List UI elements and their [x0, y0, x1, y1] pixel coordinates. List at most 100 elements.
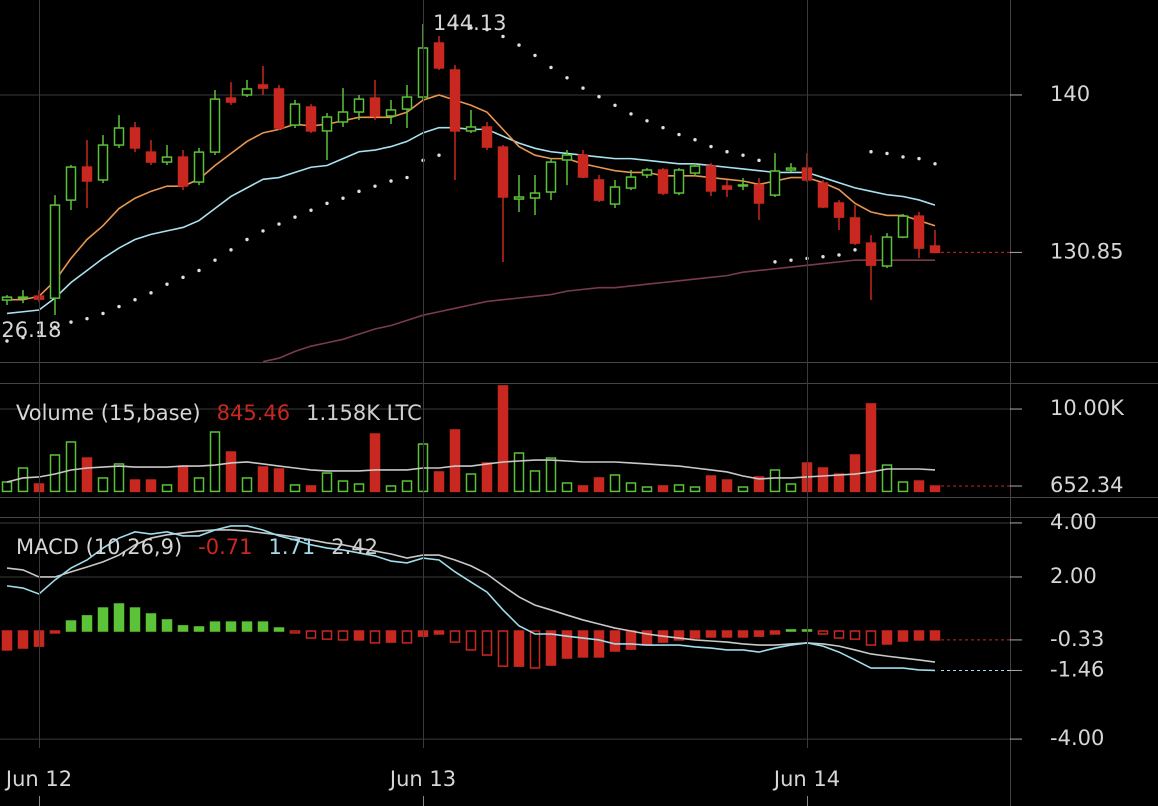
y-tick-label: 4.00	[1050, 510, 1097, 534]
histogram-bar	[97, 607, 109, 632]
sar-dot	[581, 86, 585, 90]
histogram-bar	[161, 619, 173, 632]
sar-dot	[661, 125, 665, 130]
histogram-bar	[449, 630, 461, 643]
y-tick-label: 2.00	[1050, 564, 1097, 588]
volume-bar	[465, 473, 477, 493]
volume-bar	[449, 429, 461, 493]
histogram-bar	[353, 630, 365, 641]
candle-body	[577, 154, 589, 178]
candle-body	[225, 97, 237, 103]
sar-dot	[885, 151, 889, 156]
candle-body	[337, 111, 349, 123]
volume-bar	[1, 481, 13, 493]
histogram-bar	[321, 630, 333, 640]
volume-bar	[17, 467, 29, 493]
readout: 2.42	[331, 535, 378, 559]
candle-body	[593, 179, 605, 201]
sar-dot	[821, 255, 825, 259]
volume-bar	[625, 482, 637, 493]
sar-dot	[133, 298, 137, 302]
candle-body	[273, 88, 285, 129]
candle-body	[353, 98, 365, 113]
sar-dot	[517, 43, 521, 47]
volume-bar	[225, 451, 237, 493]
histogram-bar	[897, 630, 909, 642]
candle-body	[257, 84, 269, 89]
readout: 1.158K LTC	[306, 401, 422, 425]
sar-dot	[485, 27, 489, 32]
sar-dot	[933, 162, 937, 166]
sar-dot	[773, 260, 777, 264]
sar-dot	[101, 311, 105, 316]
indicator-line	[6, 529, 936, 663]
candle-body	[721, 185, 733, 190]
candle-body	[321, 116, 333, 132]
candle-body	[305, 106, 317, 132]
volume-bar	[257, 466, 269, 493]
volume-bar	[529, 470, 541, 493]
sar-dot	[629, 112, 633, 116]
histogram-bar	[193, 626, 205, 632]
sar-dot	[501, 34, 505, 39]
sar-dot	[437, 153, 441, 157]
histogram-bar	[577, 630, 589, 658]
candle-body	[929, 245, 941, 254]
sar-dot	[341, 196, 345, 200]
volume-bar	[929, 485, 941, 493]
sar-dot	[709, 144, 713, 149]
macd-panel	[0, 522, 1010, 740]
candle-body	[689, 165, 701, 174]
sar-dot	[261, 229, 265, 233]
sar-dot	[293, 215, 297, 219]
candle-body	[289, 103, 301, 126]
sar-dot	[837, 253, 841, 257]
candle-body	[369, 97, 381, 117]
candle-body	[97, 144, 109, 181]
volume-bar	[833, 473, 845, 493]
histogram-bar	[113, 603, 125, 632]
histogram-bar	[913, 630, 925, 641]
volume-bar	[513, 452, 525, 493]
sar-dot	[597, 94, 601, 99]
volume-bar	[369, 433, 381, 493]
histogram-bar	[785, 629, 797, 632]
histogram-bar	[49, 630, 61, 634]
histogram-bar	[721, 630, 733, 638]
volume-bar	[753, 476, 765, 493]
sar-dot	[741, 153, 745, 157]
title-text: Volume (15,base)	[16, 401, 201, 425]
histogram-bar	[385, 630, 397, 643]
volume-bar	[161, 484, 173, 493]
volume-bar	[897, 481, 909, 493]
candle-body	[849, 217, 861, 244]
sar-dot	[677, 132, 681, 137]
volume-bar	[817, 467, 829, 493]
candle-body	[737, 184, 749, 187]
indicator-line	[7, 94, 936, 301]
last-value-label: -1.46	[1050, 657, 1104, 681]
candle-body	[865, 242, 877, 266]
sar-dot	[789, 258, 793, 262]
volume-bar	[353, 483, 365, 493]
histogram-bar	[65, 620, 77, 632]
volume-bar	[481, 462, 493, 493]
sar-dot	[5, 339, 9, 343]
candle-body	[401, 96, 413, 110]
volume-bar	[593, 477, 605, 493]
x-tick-label: Jun 13	[388, 767, 456, 791]
volume-bar	[81, 457, 93, 493]
histogram-bar	[705, 630, 717, 638]
candle-body	[129, 127, 141, 149]
sar-dot	[357, 189, 361, 194]
histogram-bar	[881, 630, 893, 645]
candle-body	[65, 166, 77, 201]
annotation: 144.13	[433, 11, 506, 35]
volume-bar	[129, 479, 141, 493]
histogram-bar	[609, 630, 621, 652]
histogram-bar	[273, 627, 285, 632]
volume-bar	[337, 480, 349, 493]
volume-bar	[65, 441, 77, 493]
candle-body	[161, 156, 173, 163]
